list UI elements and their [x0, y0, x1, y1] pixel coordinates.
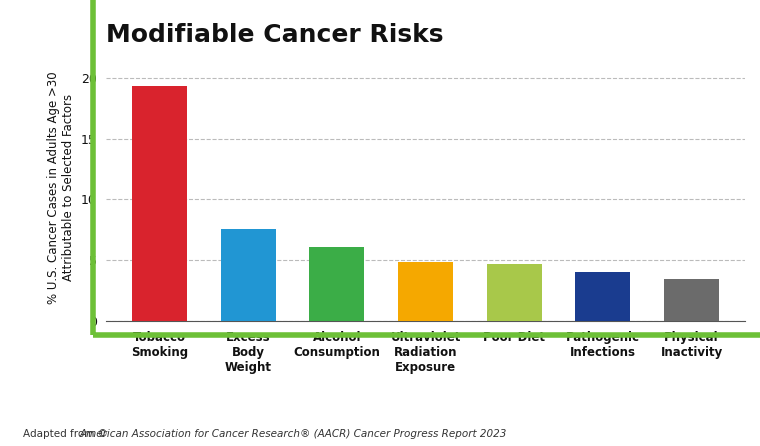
- Text: Adapted from ©: Adapted from ©: [23, 429, 108, 439]
- Bar: [486, 264, 542, 321]
- Bar: [664, 279, 719, 321]
- Y-axis label: % U.S. Cancer Cases in Adults Age >30
Attributable to Selected Factors: % U.S. Cancer Cases in Adults Age >30 At…: [47, 71, 75, 304]
- Bar: [398, 261, 453, 321]
- Bar: [575, 273, 631, 321]
- Bar: [132, 87, 187, 321]
- Text: American Association for Cancer Research® (AACR) Cancer Progress Report 2023: American Association for Cancer Research…: [80, 429, 507, 439]
- Bar: [309, 247, 365, 321]
- Bar: [220, 229, 276, 321]
- Text: Modifiable Cancer Risks: Modifiable Cancer Risks: [106, 23, 444, 47]
